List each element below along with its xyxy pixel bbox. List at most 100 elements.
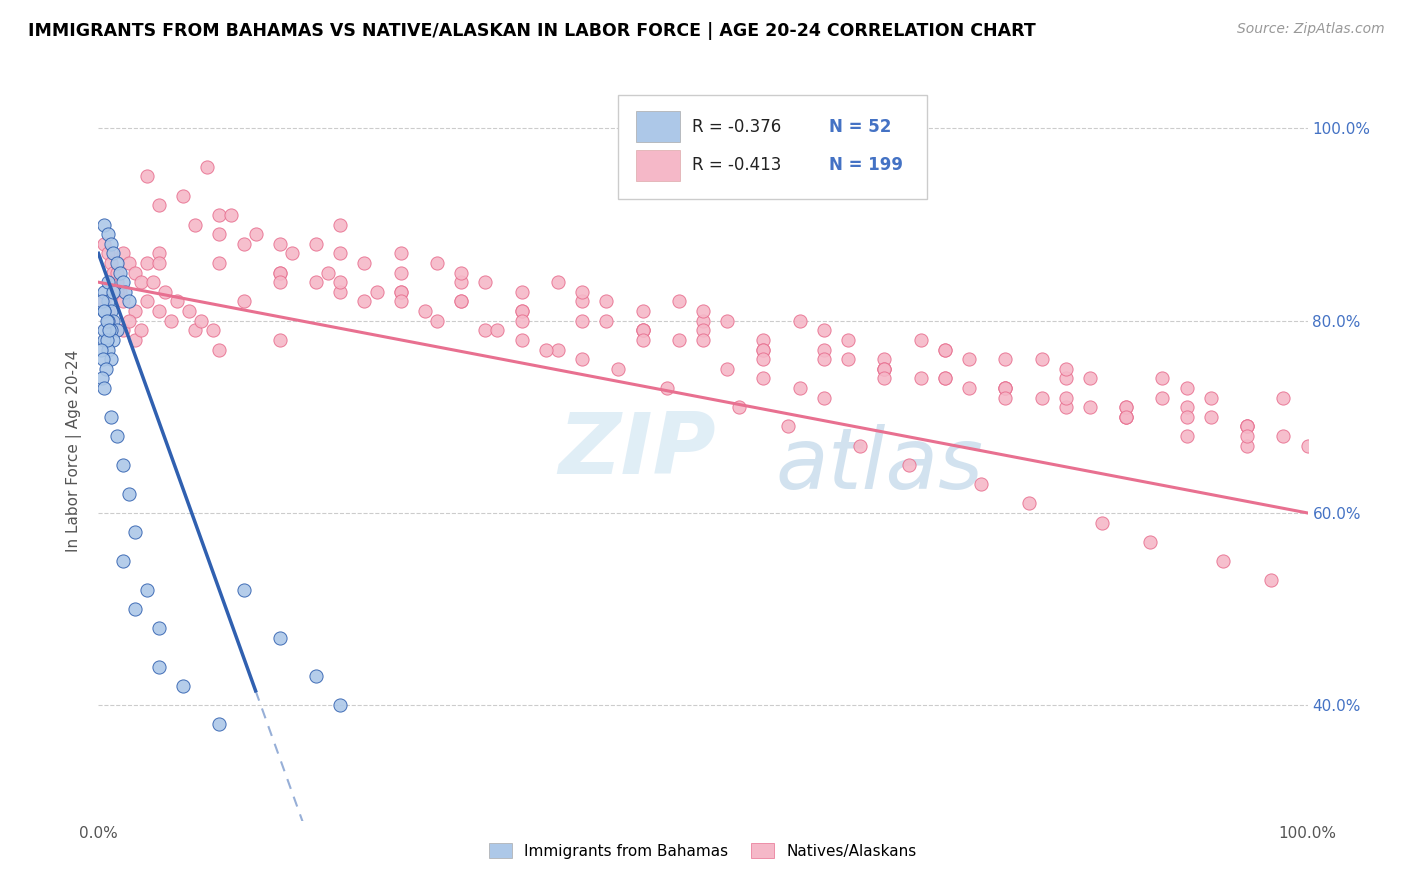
Point [101, 285, 124, 299]
Point [129, 323, 152, 337]
Point [837, 333, 859, 347]
Point [571, 313, 593, 327]
Point [329, 275, 352, 289]
Point [329, 246, 352, 260]
Point [1054, 391, 1077, 405]
Point [994, 381, 1017, 395]
Point [160, 313, 183, 327]
Point [269, 275, 291, 289]
Point [1091, 516, 1114, 530]
Point [97, 304, 120, 318]
Point [232, 582, 254, 597]
Point [547, 343, 569, 357]
Point [571, 352, 593, 367]
Point [1018, 496, 1040, 510]
Point [111, 246, 134, 260]
Point [474, 323, 496, 337]
Point [105, 266, 128, 280]
Point [96, 313, 118, 327]
Point [135, 256, 157, 270]
Point [93, 285, 115, 299]
Point [655, 381, 678, 395]
Point [305, 275, 328, 289]
Point [389, 285, 412, 299]
Point [94, 361, 117, 376]
Point [389, 285, 412, 299]
Point [910, 333, 932, 347]
Point [91, 371, 114, 385]
Point [124, 333, 146, 347]
Point [426, 256, 449, 270]
Point [135, 294, 157, 309]
Point [1236, 419, 1258, 434]
Point [873, 361, 896, 376]
Point [389, 294, 412, 309]
Point [1152, 371, 1174, 385]
Text: ZIP: ZIP [558, 409, 716, 492]
Point [93, 323, 115, 337]
Legend: Immigrants from Bahamas, Natives/Alaskans: Immigrants from Bahamas, Natives/Alaskan… [484, 837, 922, 865]
Text: N = 52: N = 52 [828, 118, 891, 136]
Point [101, 246, 124, 260]
Point [93, 236, 115, 251]
Point [93, 218, 115, 232]
Point [668, 294, 690, 309]
Point [111, 458, 134, 472]
Point [571, 294, 593, 309]
Point [90, 343, 112, 357]
Y-axis label: In Labor Force | Age 20-24: In Labor Force | Age 20-24 [66, 350, 83, 551]
Point [631, 323, 654, 337]
Point [98, 323, 121, 337]
Point [269, 333, 291, 347]
Point [510, 304, 533, 318]
Point [114, 285, 136, 299]
Point [1236, 429, 1258, 443]
Point [413, 304, 436, 318]
Text: N = 199: N = 199 [828, 156, 903, 175]
Point [135, 169, 157, 184]
Point [172, 188, 194, 202]
Point [1236, 419, 1258, 434]
Point [148, 246, 170, 260]
Point [190, 313, 212, 327]
Point [202, 323, 225, 337]
Point [97, 313, 120, 327]
Point [93, 333, 115, 347]
Point [97, 227, 120, 241]
Point [934, 371, 956, 385]
Point [124, 602, 146, 616]
Point [245, 227, 267, 241]
Point [1236, 439, 1258, 453]
Point [208, 717, 231, 731]
Point [100, 313, 122, 327]
Point [97, 294, 120, 309]
Point [124, 304, 146, 318]
Point [93, 304, 115, 318]
Point [1115, 409, 1137, 424]
Point [957, 381, 980, 395]
Point [1031, 391, 1053, 405]
Point [789, 381, 811, 395]
Point [1115, 400, 1137, 414]
Point [135, 582, 157, 597]
Point [450, 266, 472, 280]
Point [172, 679, 194, 693]
Point [101, 333, 124, 347]
Point [105, 285, 128, 299]
Point [474, 275, 496, 289]
Point [631, 323, 654, 337]
FancyBboxPatch shape [619, 95, 927, 199]
Point [1272, 391, 1295, 405]
Point [1031, 352, 1053, 367]
Point [389, 246, 412, 260]
Point [1199, 391, 1222, 405]
Point [105, 256, 128, 270]
Point [1078, 371, 1101, 385]
Point [776, 419, 799, 434]
FancyBboxPatch shape [637, 150, 681, 181]
Point [305, 669, 328, 683]
Point [232, 294, 254, 309]
Point [934, 343, 956, 357]
Point [849, 439, 872, 453]
Point [148, 621, 170, 635]
